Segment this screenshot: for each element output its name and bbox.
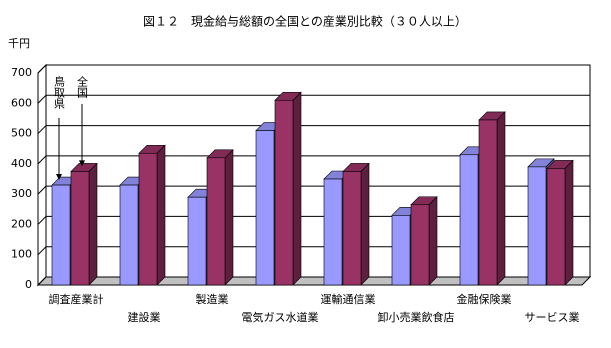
grid-line [37,185,590,195]
bar [51,184,71,286]
grid-line [37,155,590,165]
y-tick-label: 600 [11,96,32,109]
bar [138,152,158,286]
bar [459,154,479,286]
bar-side [360,162,370,286]
grid-line [37,64,590,74]
bar [119,184,139,286]
legend-label: 全国 [76,75,89,99]
y-tick-label: 300 [11,187,32,200]
bar [478,119,498,286]
y-tick-label: 0 [25,278,32,291]
bar [255,130,275,286]
legend-arrowhead [79,160,85,167]
bar [342,171,362,286]
bar [527,166,547,286]
bar-side [496,111,506,286]
x-tick-label: 金融保険業 [457,292,512,306]
x-tick-label: 製造業 [196,292,229,306]
grid-line [37,125,590,134]
grid-line [37,94,590,104]
y-tick-label: 700 [11,66,32,79]
bar [206,157,226,286]
bar-side [292,91,302,286]
bar [187,196,207,286]
bar-side [88,162,98,286]
y-tick-label: 200 [11,217,32,230]
side-wall [37,63,47,287]
bar [410,204,430,286]
x-tick-label: サービス業 [525,311,580,324]
y-tick-label: 500 [11,127,32,140]
x-tick-label: 運輸通信業 [321,292,376,306]
x-tick-label: 建設業 [128,310,161,324]
legend-arrowhead [56,174,62,181]
bar [274,99,294,286]
y-axis-unit: 千円 [8,37,30,50]
x-tick-label: 電気ガス水道業 [242,310,319,324]
bar-side [428,196,438,286]
bar [546,168,566,286]
bar-side [564,159,574,286]
y-tick-label: 100 [11,248,32,261]
bar [391,215,411,286]
bar [323,178,343,286]
chart-title: 図１２ 現金給与総額の全国との産業別比較（３０人以上） [143,14,467,29]
bar-side [156,144,166,286]
bar [70,171,90,286]
x-tick-label: 卸小売業飲食店 [378,310,455,324]
legend-label: 鳥取県 [53,75,66,110]
bar-side [224,149,234,286]
x-tick-label: 調査産業計 [49,292,104,306]
y-tick-label: 400 [11,157,32,170]
